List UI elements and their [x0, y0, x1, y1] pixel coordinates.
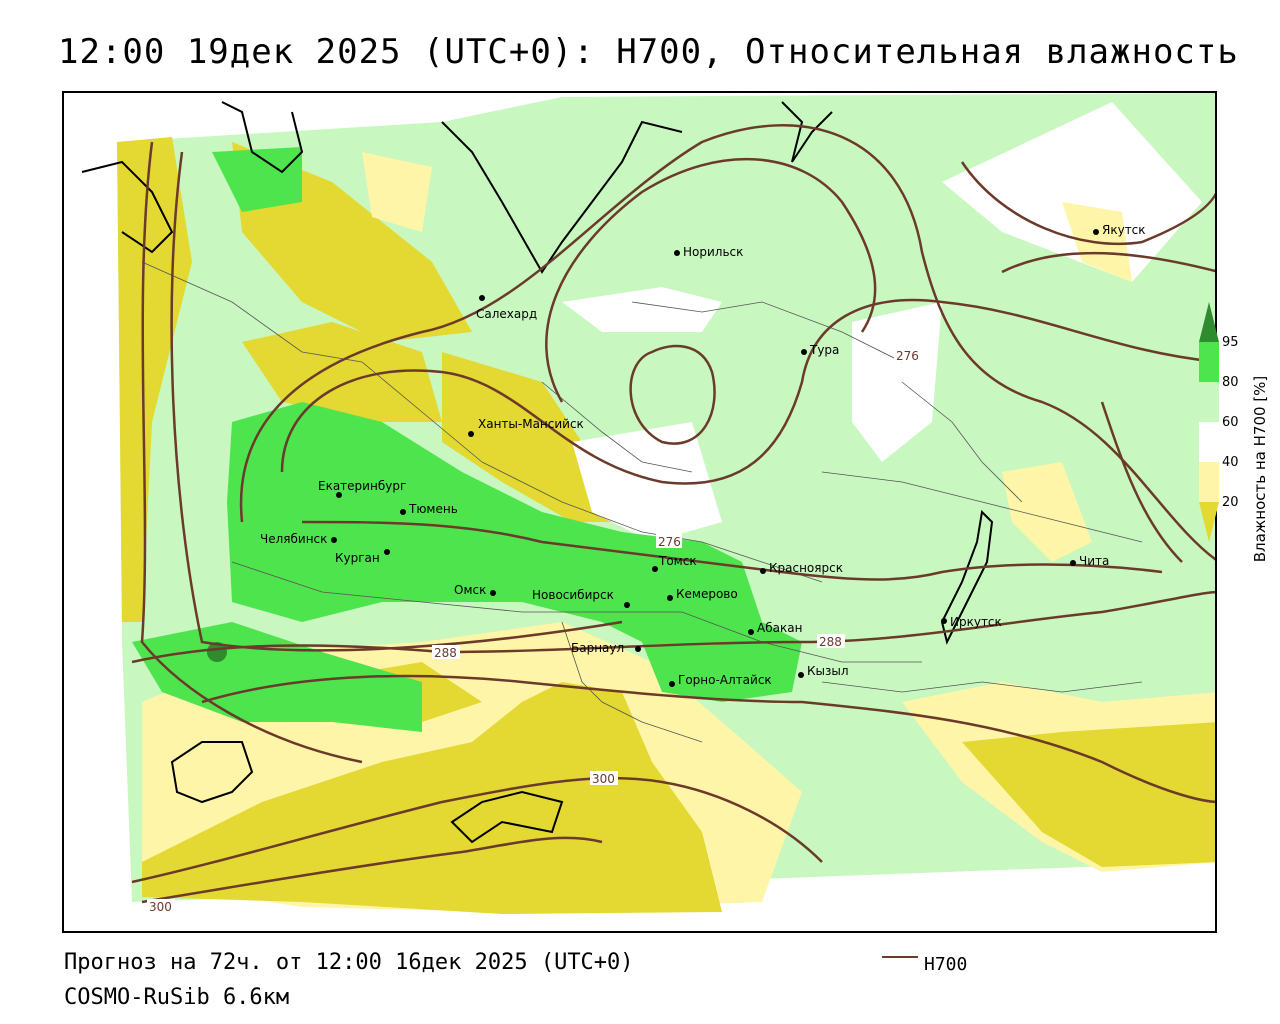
colorbar — [1199, 302, 1219, 542]
city-label: Горно-Алтайск — [678, 673, 772, 687]
city-marker — [801, 349, 807, 355]
label-bg — [432, 645, 460, 659]
forecast-info: Прогноз на 72ч. от 12:00 16дек 2025 (UTC… — [64, 950, 634, 975]
city-label: Челябинск — [260, 532, 327, 546]
white-patch-north — [562, 287, 722, 332]
city-marker — [652, 566, 658, 572]
city-marker — [468, 431, 474, 437]
city-marker — [667, 595, 673, 601]
dry-region-southeast — [962, 722, 1215, 867]
admin-borders — [141, 261, 1143, 743]
city-marker — [1093, 229, 1099, 235]
colorbar-20-swatch — [1199, 462, 1219, 502]
map-frame: 276 276 288 288 300 300 Норильск Якутск … — [62, 91, 1217, 933]
city-label: Тура — [809, 343, 839, 357]
dry-patch-chita — [1002, 462, 1092, 562]
city-label: Ханты-Мансийск — [478, 417, 584, 431]
lake-balkhash — [450, 790, 564, 844]
dry-region-ural — [242, 322, 442, 422]
city-label: Иркутск — [950, 615, 1002, 629]
moist-band-90 — [227, 402, 802, 702]
city-label: Курган — [335, 551, 380, 565]
contour-label: 300 — [149, 900, 172, 914]
city-marker — [748, 629, 754, 635]
city-marker — [674, 250, 680, 256]
colorbar-80-swatch — [1199, 342, 1219, 382]
weather-map: 276 276 288 288 300 300 Норильск Якутск … — [64, 93, 1215, 931]
colorbar-40-swatch — [1199, 422, 1219, 462]
city-marker — [400, 509, 406, 515]
city-marker — [384, 549, 390, 555]
city-marker — [669, 681, 675, 687]
city-label: Салехард — [476, 307, 537, 321]
label-bg — [147, 899, 175, 913]
colorbar-tick: 95 — [1222, 335, 1239, 350]
colorbar-0-triangle — [1199, 502, 1219, 542]
label-bg — [656, 534, 682, 548]
city-label: Новосибирск — [532, 588, 614, 602]
contour-label: 288 — [434, 646, 457, 660]
coastline-yamal — [441, 120, 683, 274]
colorbar-95-triangle — [1199, 302, 1219, 342]
h700-legend-line — [882, 956, 918, 958]
map-title: 12:00 19дек 2025 (UTC+0): H700, Относите… — [58, 32, 1239, 72]
colorbar-60-swatch — [1199, 382, 1219, 422]
city-marker — [760, 568, 766, 574]
city-label: Красноярск — [769, 561, 843, 575]
city-label: Омск — [454, 583, 486, 597]
colorbar-tick: 20 — [1222, 495, 1239, 510]
city-label: Норильск — [683, 245, 743, 259]
colorbar-tick: 80 — [1222, 375, 1239, 390]
city-label: Екатеринбург — [318, 479, 406, 493]
moist-patch-north — [212, 147, 302, 212]
contour-label: 288 — [819, 635, 842, 649]
city-label: Томск — [658, 554, 697, 568]
label-bg — [590, 771, 618, 785]
model-name: COSMO-RuSib 6.6км — [64, 985, 290, 1010]
coastline-taimyr — [781, 101, 833, 163]
coastline-kola — [81, 160, 174, 254]
city-label: Якутск — [1102, 223, 1146, 237]
white-patch-tura — [852, 302, 942, 462]
label-bg — [894, 348, 920, 362]
dry-belt-south — [142, 682, 722, 914]
city-marker — [490, 590, 496, 596]
moist-core — [207, 642, 227, 662]
city-label: Кемерово — [676, 587, 738, 601]
aral-sea — [170, 741, 254, 804]
city-label: Барнаул — [571, 641, 624, 655]
city-marker — [798, 672, 804, 678]
colorbar-tick: 40 — [1222, 455, 1239, 470]
dry-patch-1 — [362, 152, 432, 232]
city-label: Тюмень — [408, 502, 458, 516]
city-marker — [635, 646, 641, 652]
white-patch-yakutsk — [942, 102, 1202, 282]
coastline-novaya-zemlya — [221, 101, 304, 174]
contour-label: 276 — [896, 349, 919, 363]
colorbar-tick: 60 — [1222, 415, 1239, 430]
city-marker — [1070, 560, 1076, 566]
city-marker — [479, 295, 485, 301]
city-marker — [941, 618, 947, 624]
lake-baikal — [940, 509, 994, 645]
contour-label: 276 — [658, 535, 681, 549]
city-group: Норильск Якутск Салехард Тура Ханты-Манс… — [260, 223, 1146, 687]
city-label: Абакан — [757, 621, 802, 635]
white-patch-center — [572, 422, 722, 542]
city-marker — [336, 492, 342, 498]
city-label: Кызыл — [807, 664, 849, 678]
contour-label-group: 276 276 288 288 300 300 — [147, 348, 920, 914]
h700-contours — [131, 124, 1215, 904]
h700-legend-label: H700 — [924, 954, 968, 975]
label-bg — [817, 634, 845, 648]
contour-label: 300 — [592, 772, 615, 786]
city-marker — [624, 602, 630, 608]
city-label: Чита — [1079, 554, 1109, 568]
city-marker — [331, 537, 337, 543]
colorbar-title: Влажность на H700 [%] — [1251, 375, 1269, 563]
